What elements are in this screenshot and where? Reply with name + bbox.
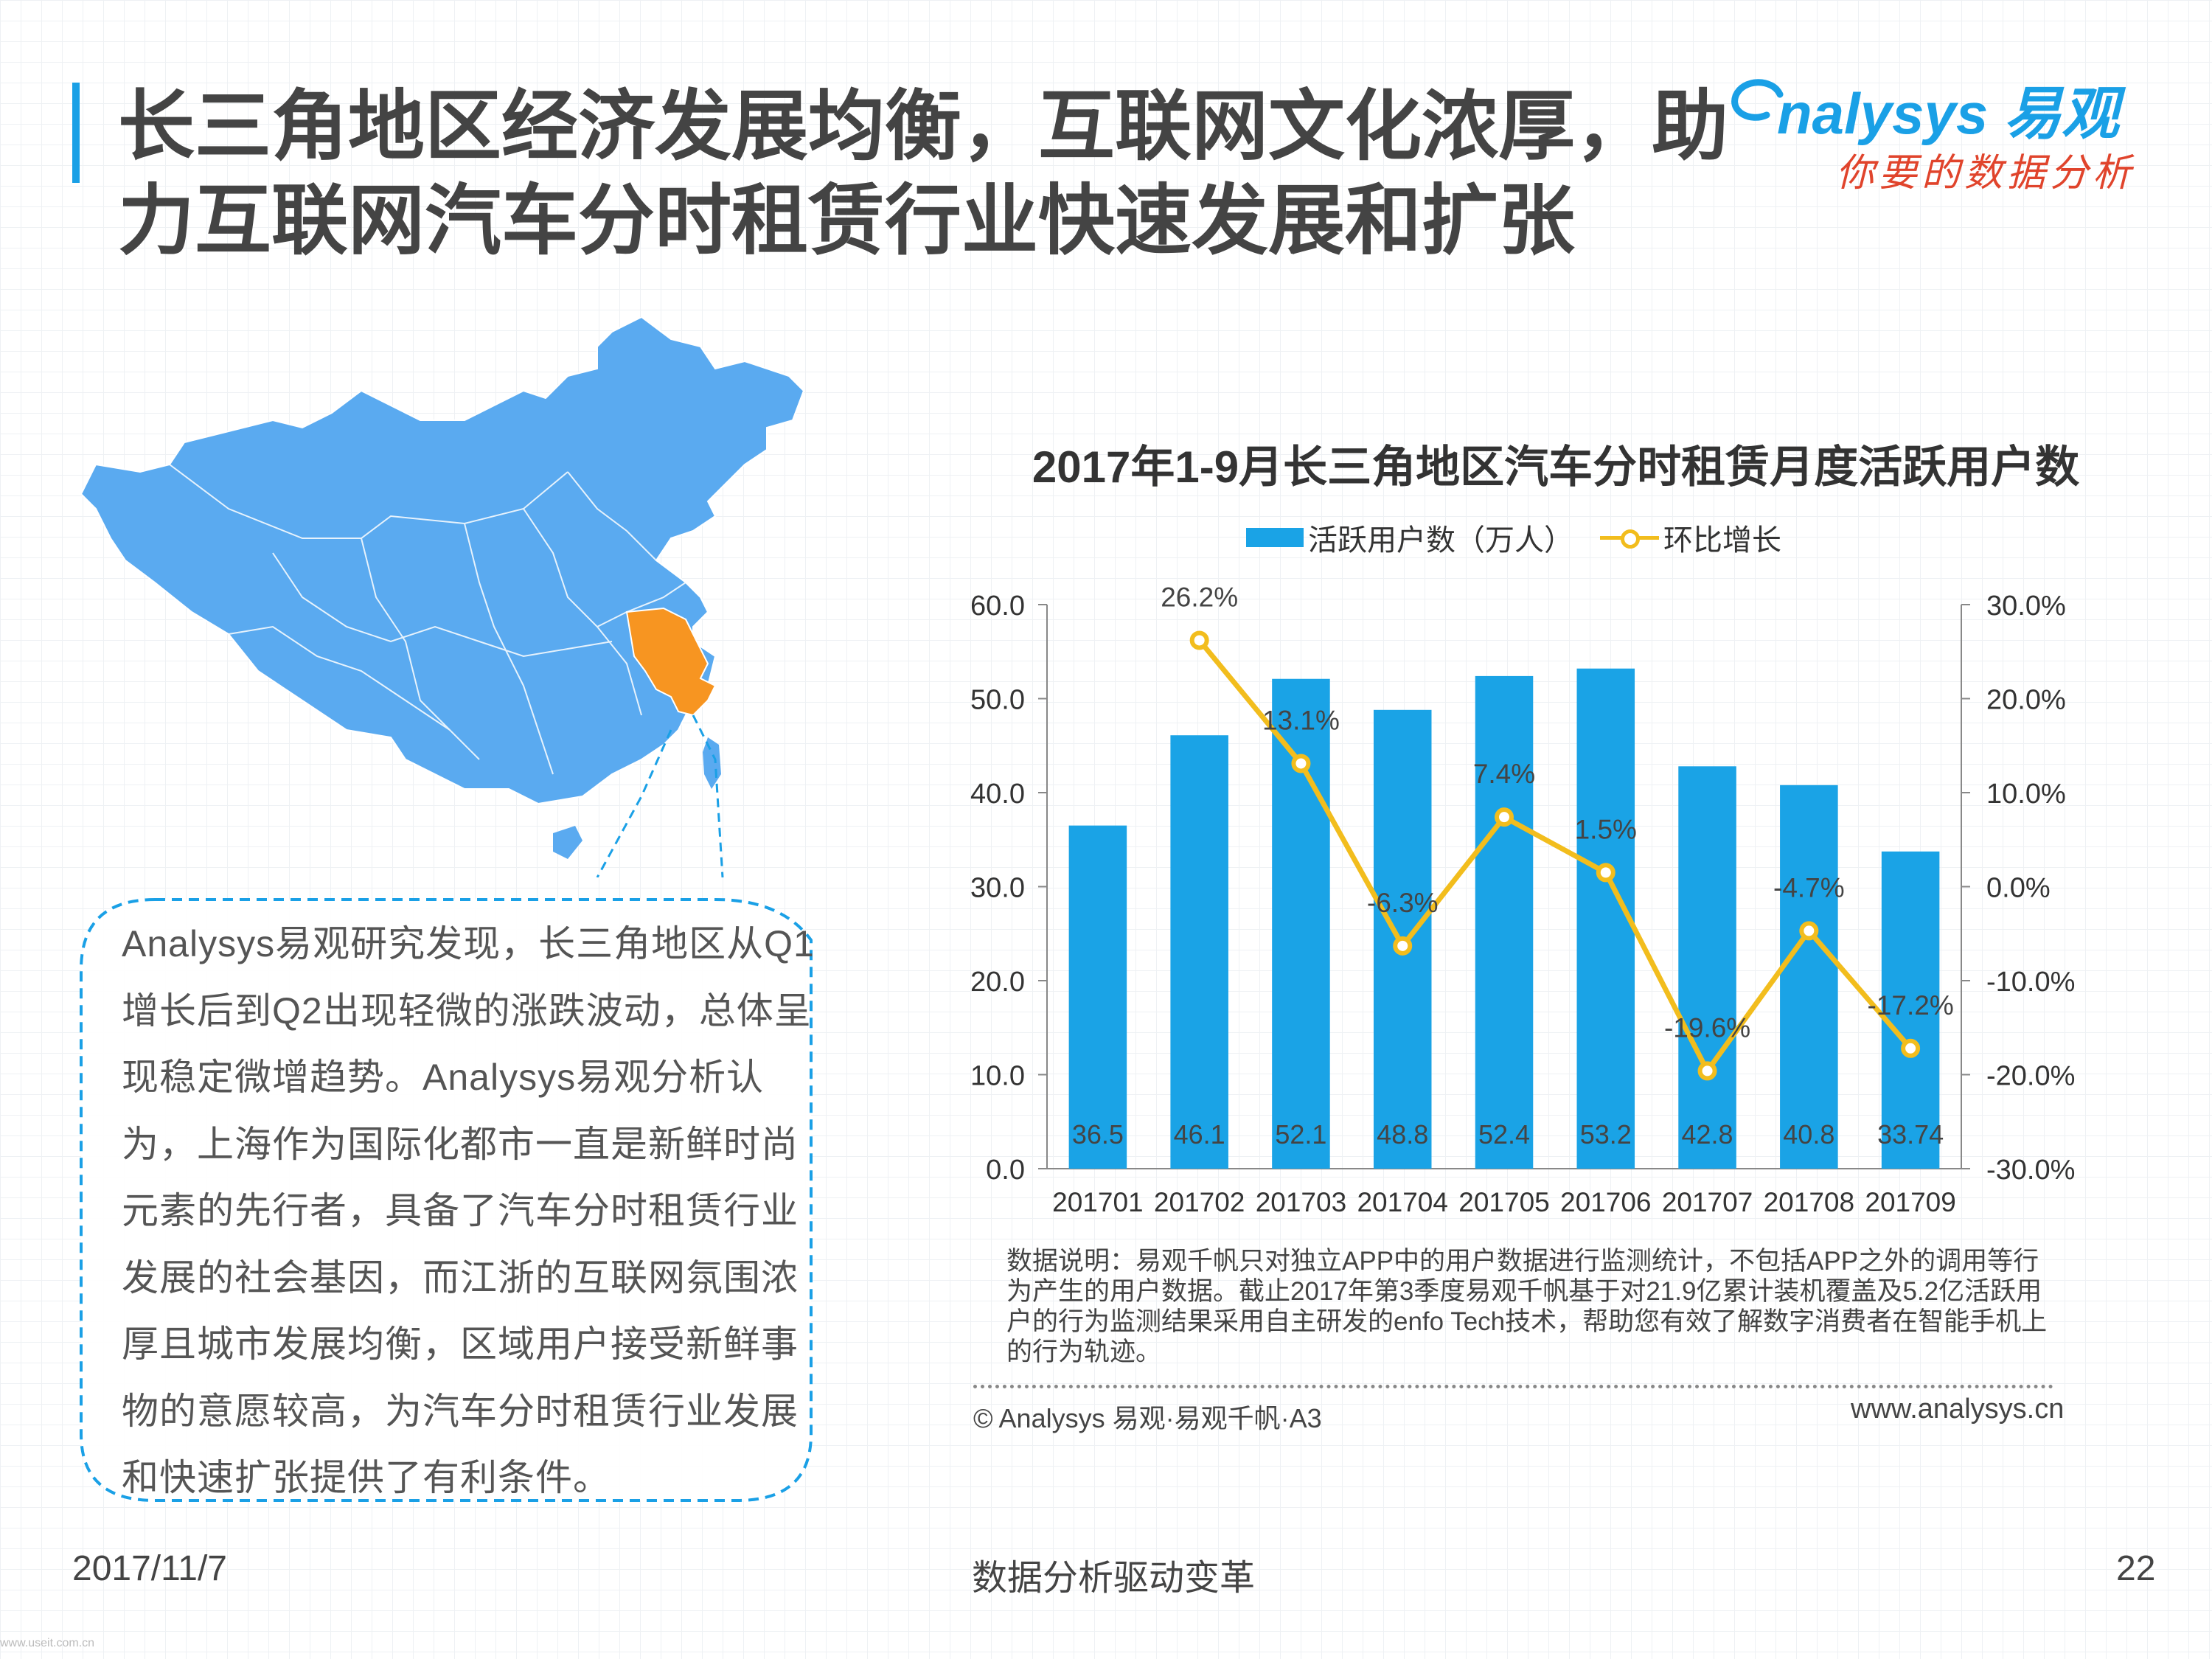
bar-data-label: 42.8 — [1682, 1119, 1733, 1150]
y-tick-label: 30.0 — [970, 873, 1025, 904]
x-tick-label: 201708 — [1764, 1187, 1854, 1217]
yangtze-delta-highlight — [625, 607, 717, 717]
callout-leader-left — [596, 729, 672, 877]
bar — [1475, 675, 1534, 1169]
growth-point — [1901, 1038, 1921, 1058]
title-accent-bar — [72, 83, 80, 183]
legend-line-swatch — [1600, 526, 1659, 549]
bar — [1881, 851, 1940, 1169]
bar — [1576, 668, 1635, 1169]
source-watermark-url: www.useit.com.cn — [0, 1637, 95, 1649]
bar — [1780, 785, 1838, 1169]
chart-plot: 0.0 10.0 20.0 30.0 40.0 50.0 60.0 -30.0% -20.0% -… — [970, 582, 2075, 1217]
growth-point — [1596, 863, 1615, 883]
growth-data-label: -19.6% — [1664, 1012, 1750, 1043]
bar — [1678, 766, 1736, 1169]
x-tick-label: 201709 — [1865, 1187, 1955, 1217]
footer-slogan: 数据分析驱动变革 — [972, 1559, 1256, 1598]
bar-data-label: 52.4 — [1478, 1119, 1530, 1150]
growth-data-label: 26.2% — [1161, 582, 1238, 612]
growth-point — [1495, 807, 1514, 827]
hainan-shape — [553, 826, 582, 859]
page-title: 长三角地区经济发展均衡，互联网文化浓厚，助力互联网汽车分时租赁行业快速发展和扩张 — [118, 84, 1729, 264]
analysys-logo: nalysys 易观 你要的数据分析 — [1731, 68, 2175, 201]
growth-data-label: -17.2% — [1867, 990, 1953, 1020]
x-tick-label: 201702 — [1154, 1187, 1245, 1217]
callout-leader-right — [692, 714, 724, 877]
copyright-text: © Analysys 易观·易观千帆·A3 — [973, 1403, 1322, 1433]
legend-item-line: 环比增长 — [1600, 516, 1781, 559]
callout-text: Analysys易观研究发现，长三角地区从Q1增长后到Q2出现轻微的涨跌波动，总… — [122, 923, 815, 1498]
x-tick-label: 201704 — [1357, 1187, 1447, 1217]
taiwan-shape — [703, 737, 721, 789]
legend-line-label: 环比增长 — [1663, 524, 1781, 557]
y-tick-label: 0.0 — [986, 1155, 1025, 1186]
china-map — [81, 317, 805, 877]
y-tick-label: 50.0 — [970, 685, 1025, 716]
y2-tick-label: -20.0% — [1986, 1061, 2075, 1092]
growth-line — [1197, 639, 1913, 1074]
growth-point — [1799, 921, 1819, 941]
logo-text: nalysys 易观 — [1777, 81, 2119, 146]
growth-point — [1697, 1061, 1717, 1081]
growth-data-label: 13.1% — [1262, 705, 1340, 735]
growth-point — [1291, 754, 1311, 773]
bar — [1272, 678, 1330, 1169]
bar-data-label: 33.74 — [1877, 1119, 1944, 1150]
data-note: 数据说明：易观千帆只对独立APP中的用户数据进行监测统计，不包括APP之外的调用… — [1006, 1247, 2048, 1366]
x-tick-label: 201701 — [1052, 1187, 1143, 1217]
y2-tick-label: 30.0% — [1986, 591, 2066, 622]
bar-data-label: 46.1 — [1174, 1119, 1225, 1150]
bar-data-label: 52.1 — [1275, 1119, 1326, 1150]
growth-data-label: 1.5% — [1575, 814, 1637, 844]
bar — [1170, 735, 1228, 1169]
footer-date: 2017/11/7 — [72, 1549, 227, 1588]
legend-bar-label: 活跃用户数（万人） — [1308, 524, 1573, 557]
page-number: 22 — [2116, 1549, 2156, 1588]
y2-tick-label: 0.0% — [1986, 873, 2051, 904]
bar-data-label: 40.8 — [1783, 1119, 1834, 1150]
y-tick-label: 10.0 — [970, 1061, 1025, 1092]
x-tick-label: 201703 — [1256, 1187, 1346, 1217]
growth-data-label: -4.7% — [1773, 872, 1845, 902]
callout-box — [80, 898, 813, 1502]
y2-tick-label: 20.0% — [1986, 685, 2066, 716]
growth-point — [1393, 936, 1413, 956]
bar-data-label: 36.5 — [1072, 1119, 1124, 1150]
y-tick-label: 40.0 — [970, 779, 1025, 810]
note-divider — [973, 1385, 2053, 1388]
x-tick-label: 201705 — [1458, 1187, 1549, 1217]
y2-tick-label: -30.0% — [1986, 1155, 2075, 1186]
bar — [1068, 825, 1127, 1169]
growth-point — [1189, 630, 1209, 650]
growth-data-label: -6.3% — [1367, 888, 1439, 918]
y2-tick-label: 10.0% — [1986, 779, 2066, 810]
bar-data-label: 53.2 — [1580, 1119, 1632, 1150]
analysys-logo-icon — [1731, 79, 1784, 121]
legend-item-bar: 活跃用户数（万人） — [1246, 516, 1573, 559]
x-tick-label: 201706 — [1560, 1187, 1651, 1217]
logo-tagline: 你要的数据分析 — [1836, 152, 2136, 195]
y-tick-label: 60.0 — [970, 591, 1025, 622]
china-mainland-shape — [81, 317, 805, 805]
website-link[interactable]: www.analysys.cn — [1851, 1394, 2065, 1425]
x-tick-label: 201707 — [1662, 1187, 1753, 1217]
legend-bar-swatch — [1246, 528, 1304, 547]
y2-tick-label: -10.0% — [1986, 967, 2075, 998]
y-tick-label: 20.0 — [970, 967, 1025, 998]
growth-data-label: 7.4% — [1473, 759, 1535, 789]
province-borders — [169, 464, 686, 775]
chart-title: 2017年1-9月长三角地区汽车分时租赁月度活跃用户数 — [1032, 442, 2080, 492]
bar-data-label: 48.8 — [1377, 1119, 1428, 1150]
